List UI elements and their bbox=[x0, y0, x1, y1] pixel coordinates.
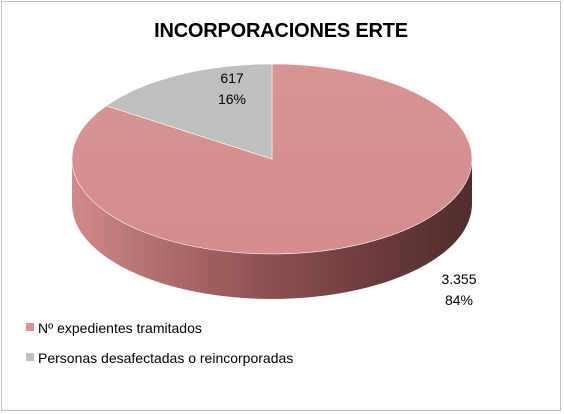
legend-swatch-personas bbox=[26, 353, 34, 362]
pie-slice-personas bbox=[105, 63, 273, 160]
legend-item-expedientes: Nº expedientes tramitados bbox=[26, 320, 202, 336]
data-label-personas-percent: 16% bbox=[217, 91, 247, 107]
data-label-expedientes-value: 3.355 bbox=[441, 271, 477, 287]
legend-item-personas: Personas desafectadas o reincorporadas bbox=[26, 350, 293, 366]
legend-label-personas: Personas desafectadas o reincorporadas bbox=[38, 350, 294, 366]
data-label-expedientes-percent: 84% bbox=[444, 292, 474, 308]
legend-swatch-expedientes bbox=[26, 323, 34, 332]
chart-title: INCORPORACIONES ERTE bbox=[154, 20, 408, 42]
pie-side-expedientes bbox=[72, 159, 472, 299]
data-label-expedientes: 3.355 84% bbox=[434, 269, 484, 311]
legend-label-expedientes: Nº expedientes tramitados bbox=[38, 320, 202, 336]
data-label-personas: 617 16% bbox=[207, 68, 257, 110]
data-label-personas-value: 617 bbox=[220, 70, 244, 86]
